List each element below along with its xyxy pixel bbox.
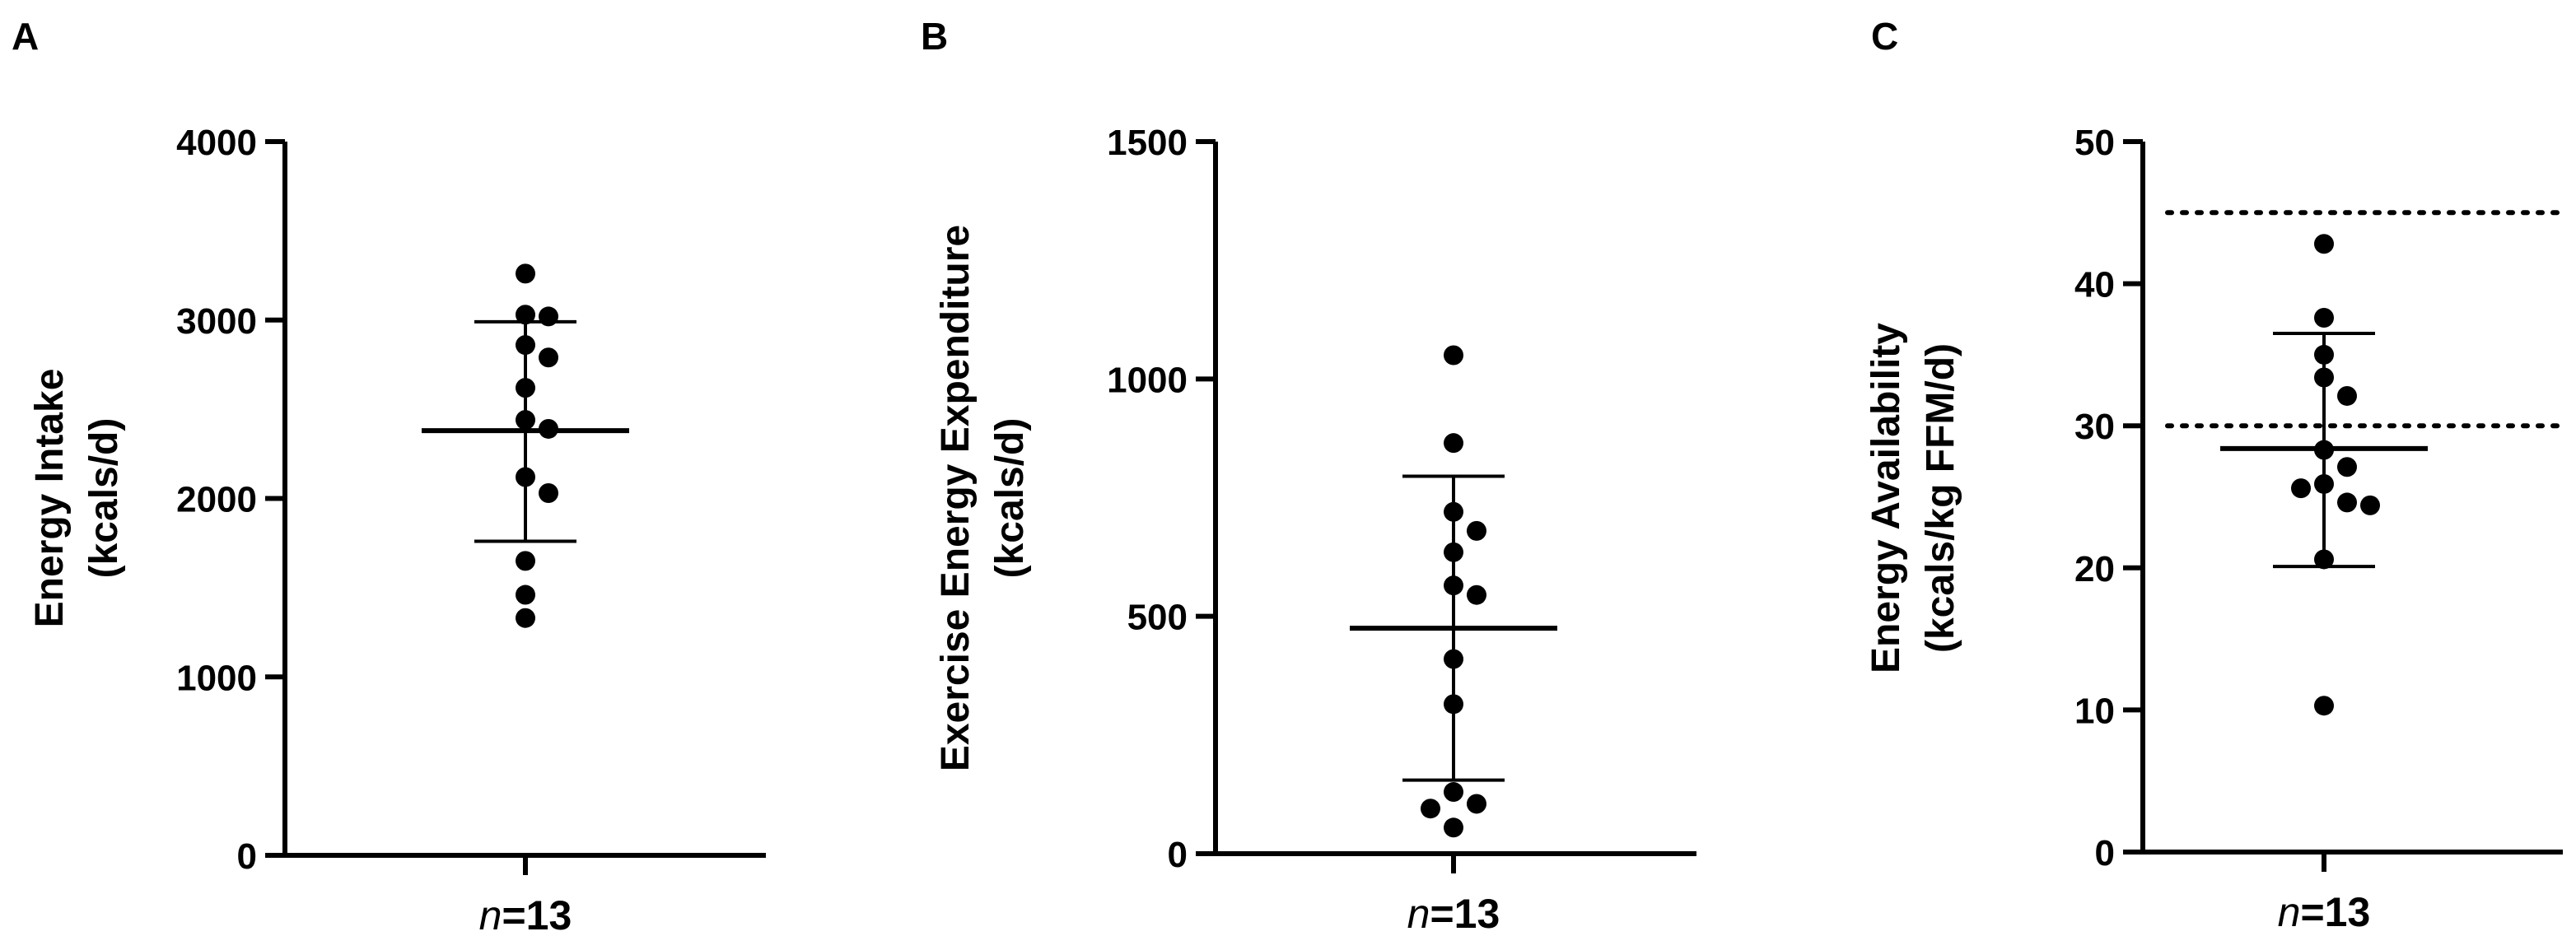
panel-c-data-point — [2314, 308, 2334, 328]
panel-c-data-point — [2291, 478, 2311, 499]
panel-c-data-point — [2314, 473, 2334, 494]
panel-b-data-point — [1444, 433, 1463, 454]
panel-a-data-point — [516, 263, 535, 284]
panel-b-letter: B — [921, 15, 948, 58]
panel-c-y-tick-label: 30 — [2074, 407, 2115, 447]
panel-b-data-point — [1444, 345, 1463, 366]
panel-a-data-point — [516, 584, 535, 605]
panel-c-x-category-label: n=13 — [2278, 889, 2371, 935]
panel-b-data-point — [1444, 501, 1463, 522]
panel-a: A 0 1000 2000 3000 4000 n=13 Energy Intake (kcal… — [12, 15, 766, 938]
panel-b-x-category-label: n=13 — [1407, 891, 1500, 937]
panel-c: C 0 10 20 30 40 50 n=13 Energy Availability (kcal… — [1864, 15, 2563, 935]
panel-b-y-tick-label: 0 — [1168, 835, 1188, 875]
panel-c-x-category-italic: n — [2278, 889, 2301, 935]
panel-c-data-point — [2314, 549, 2334, 570]
panel-b-data-point — [1467, 794, 1486, 814]
panel-c-y-tick-label: 40 — [2074, 265, 2115, 305]
panel-a-x-category-rest: =13 — [502, 892, 572, 938]
panel-a-data-point — [516, 467, 535, 487]
panel-c-x-category-rest: =13 — [2300, 889, 2370, 935]
panel-b-y-tick-label: 500 — [1127, 598, 1188, 638]
panel-a-data-point — [539, 306, 558, 327]
panel-a-data-point — [516, 410, 535, 431]
panel-a-data-point — [516, 378, 535, 398]
panel-a-y-tick-label: 0 — [237, 836, 257, 877]
panel-a-y-axis-title-line-1: Energy Intake — [28, 369, 72, 628]
panel-b-data-point — [1444, 542, 1463, 562]
panel-a-y-tick-label: 3000 — [176, 301, 257, 342]
panel-c-data-point — [2314, 344, 2334, 365]
panel-a-y-tick-label: 1000 — [176, 658, 257, 698]
panel-a-y-axis-title-line-2: (kcals/d) — [82, 418, 126, 579]
panel-b-data-point — [1421, 799, 1440, 819]
panel-c-data-point — [2314, 234, 2334, 254]
panel-a-data-point — [516, 335, 535, 356]
panel-b-data-point — [1444, 782, 1463, 803]
panel-b-y-tick-label: 1500 — [1107, 123, 1188, 163]
panel-c-y-tick-label: 0 — [2095, 833, 2115, 873]
panel-a-data-point — [516, 551, 535, 571]
panel-b-y-axis-title-line-1: Exercise Energy Expenditure — [934, 225, 978, 771]
panel-c-y-tick-label: 50 — [2074, 123, 2115, 163]
panel-a-data-point — [516, 608, 535, 628]
panel-c-data-point — [2360, 495, 2380, 515]
panel-a-data-point — [539, 347, 558, 368]
panel-b-data-point — [1467, 520, 1486, 541]
panel-b-data-point — [1467, 584, 1486, 605]
panel-a-y-tick-label: 2000 — [176, 480, 257, 520]
panel-c-letter: C — [1871, 15, 1898, 58]
panel-b-data-point — [1444, 694, 1463, 715]
panel-a-x-category-label: n=13 — [479, 892, 572, 938]
panel-b: B 0 500 1000 1500 n=13 Exercise Energy Expendi… — [921, 15, 1696, 937]
panel-a-data-point — [516, 305, 535, 325]
panel-a-x-category-italic: n — [479, 892, 502, 938]
panel-b-data-point — [1444, 817, 1463, 838]
panel-c-y-axis-title-line-1: Energy Availability — [1864, 323, 1908, 673]
panel-c-y-tick-label: 10 — [2074, 691, 2115, 731]
panel-a-y-tick-label: 4000 — [176, 123, 257, 163]
panel-c-data-point — [2337, 385, 2357, 406]
panel-a-letter: A — [12, 15, 39, 58]
panel-c-data-point — [2337, 492, 2357, 513]
panel-b-x-category-rest: =13 — [1430, 891, 1500, 937]
panel-b-y-tick-label: 1000 — [1107, 360, 1188, 400]
panel-c-data-point — [2314, 696, 2334, 716]
panel-c-data-point — [2314, 367, 2334, 388]
panel-b-data-point — [1444, 575, 1463, 596]
panel-b-data-point — [1444, 649, 1463, 669]
panel-b-x-category-italic: n — [1407, 891, 1430, 937]
panel-c-y-axis-title-line-2: (kcals/kg FFM/d) — [1919, 343, 1962, 653]
panel-c-y-tick-label: 20 — [2074, 549, 2115, 589]
panel-b-y-axis-title-line-2: (kcals/d) — [988, 418, 1032, 579]
panel-a-data-point — [539, 482, 558, 503]
panel-c-data-point — [2337, 457, 2357, 477]
